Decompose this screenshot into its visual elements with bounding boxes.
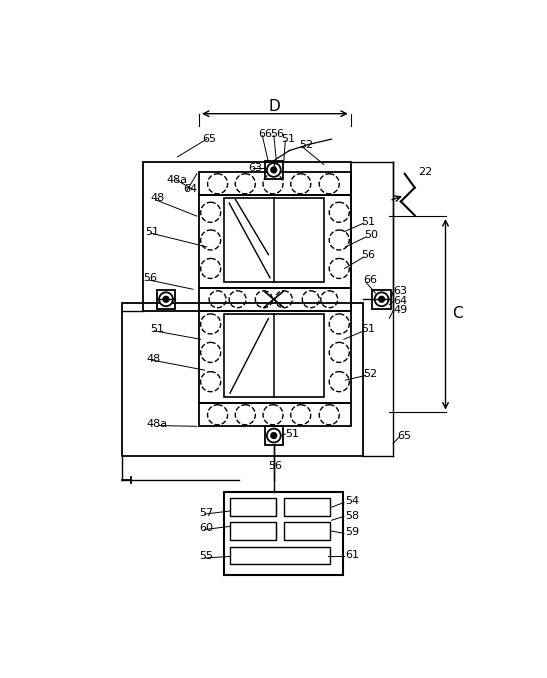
Bar [224, 199, 324, 281]
Text: D: D [269, 99, 281, 115]
Bar [284, 498, 330, 517]
Bar [230, 547, 330, 564]
Bar [265, 161, 283, 179]
Text: 52: 52 [363, 369, 377, 379]
Bar [199, 403, 351, 426]
Bar [122, 303, 363, 456]
Text: 66: 66 [363, 275, 377, 285]
Text: 56: 56 [270, 129, 284, 139]
Bar [230, 498, 276, 517]
Text: 63: 63 [248, 163, 263, 173]
Bar [284, 522, 330, 540]
Text: 49: 49 [393, 305, 408, 315]
Bar [224, 314, 324, 397]
Bar [199, 311, 351, 403]
Bar [143, 162, 351, 311]
Bar [199, 287, 351, 311]
Text: 51: 51 [150, 324, 164, 334]
Circle shape [271, 167, 276, 173]
Text: 65: 65 [397, 431, 411, 441]
Text: 48a: 48a [167, 175, 188, 185]
Text: 63: 63 [393, 286, 407, 296]
Text: 50: 50 [364, 231, 378, 241]
Text: 56: 56 [361, 250, 375, 260]
Text: 51: 51 [286, 429, 299, 439]
Text: 64: 64 [393, 296, 408, 306]
Text: 57: 57 [199, 508, 213, 517]
Circle shape [375, 292, 388, 306]
Text: 55: 55 [199, 551, 213, 561]
Circle shape [267, 428, 281, 443]
Text: 22: 22 [418, 167, 433, 177]
Text: 54: 54 [345, 496, 359, 506]
Text: 51: 51 [361, 324, 375, 334]
Bar [199, 172, 351, 195]
Circle shape [267, 163, 281, 177]
Text: C: C [452, 306, 462, 321]
Bar [224, 492, 343, 575]
Bar [265, 426, 283, 445]
Text: 48a: 48a [147, 419, 168, 429]
Text: 60: 60 [199, 523, 213, 533]
Text: 59: 59 [345, 527, 359, 537]
Circle shape [379, 296, 385, 302]
Circle shape [271, 433, 276, 438]
Text: 52: 52 [299, 140, 313, 151]
Text: 66: 66 [258, 129, 272, 139]
Bar [373, 290, 391, 308]
Circle shape [159, 292, 173, 306]
Text: 48: 48 [150, 193, 165, 203]
Text: 51: 51 [361, 216, 375, 226]
Text: 61: 61 [345, 550, 359, 560]
Bar [157, 290, 175, 308]
Bar [230, 522, 276, 540]
Text: 56: 56 [144, 273, 158, 283]
Text: 48: 48 [147, 353, 161, 363]
Text: 51: 51 [282, 134, 295, 144]
Text: 64: 64 [184, 184, 198, 194]
Text: 56: 56 [269, 461, 282, 471]
Circle shape [164, 296, 168, 302]
Text: 58: 58 [345, 511, 359, 521]
Text: 51: 51 [145, 226, 159, 237]
Bar [199, 195, 351, 287]
Text: 65: 65 [202, 134, 216, 144]
